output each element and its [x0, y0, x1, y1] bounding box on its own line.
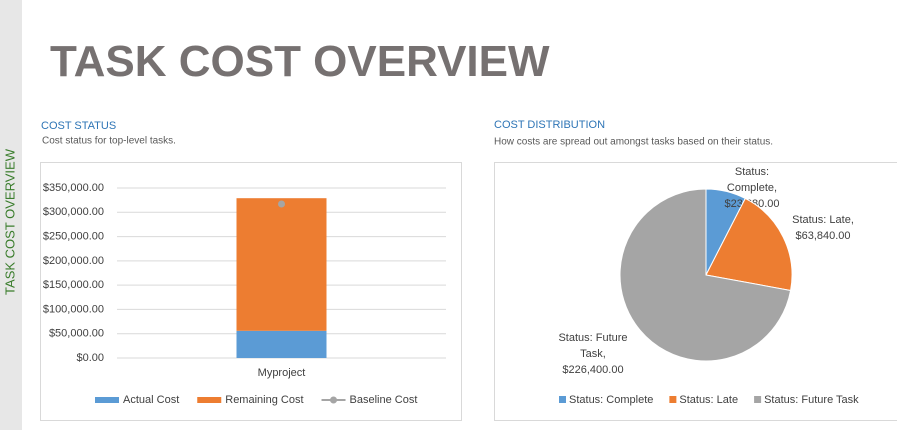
y-tick-label: $150,000.00 [43, 279, 104, 291]
y-tick-label: $250,000.00 [43, 230, 104, 242]
y-tick-label: $300,000.00 [43, 206, 104, 218]
data-label-line: $63,840.00 [795, 230, 850, 242]
chart-title: COST STATUS [41, 120, 116, 132]
side-label: TASK COST OVERVIEW [2, 148, 17, 295]
legend-swatch [330, 396, 338, 404]
legend-label: Actual Cost [123, 394, 179, 406]
legend-swatch [197, 397, 222, 403]
data-label-line: Status: Late, [792, 214, 854, 226]
data-label-line: Status: [735, 166, 769, 178]
legend-swatch [559, 396, 566, 403]
y-tick-label: $0.00 [76, 352, 104, 364]
chart-frame [40, 162, 462, 421]
data-label: Status: Late, $63,840.00 [792, 214, 854, 242]
legend-label: Remaining Cost [225, 394, 303, 406]
legend-label: Baseline Cost [350, 394, 418, 406]
data-label-line: $226,400.00 [562, 364, 623, 376]
legend-label: Status: Future Task [764, 394, 859, 406]
chart-frame [494, 162, 897, 421]
data-label-line: Status: Future [558, 332, 627, 344]
data-label: Status: Future Task, $226,400.00 [558, 332, 627, 376]
side-bar [0, 0, 22, 430]
legend-label: Status: Late [679, 394, 738, 406]
pie-slice [619, 188, 792, 362]
x-tick-label: Myproject [258, 367, 306, 379]
data-label-line: Complete, [727, 182, 777, 194]
chart-title: COST DISTRIBUTION [494, 119, 605, 131]
legend-swatch [669, 396, 677, 403]
chart-subtitle: Cost status for top-level tasks. [42, 136, 176, 147]
legend-swatch [95, 397, 119, 403]
report-title: TASK COST OVERVIEW [50, 37, 550, 86]
baseline-marker [278, 200, 285, 208]
y-tick-label: $50,000.00 [49, 328, 104, 340]
bar-segment [236, 330, 327, 358]
chart-subtitle: How costs are spread out amongst tasks b… [494, 137, 773, 148]
y-tick-label: $350,000.00 [43, 182, 104, 194]
legend-swatch [754, 396, 762, 403]
y-tick-label: $200,000.00 [43, 255, 104, 267]
bar-segment [236, 198, 327, 331]
y-tick-label: $100,000.00 [43, 303, 104, 315]
legend-label: Status: Complete [569, 394, 653, 406]
pie-slice [705, 197, 793, 292]
data-label-line: Task, [580, 348, 606, 360]
